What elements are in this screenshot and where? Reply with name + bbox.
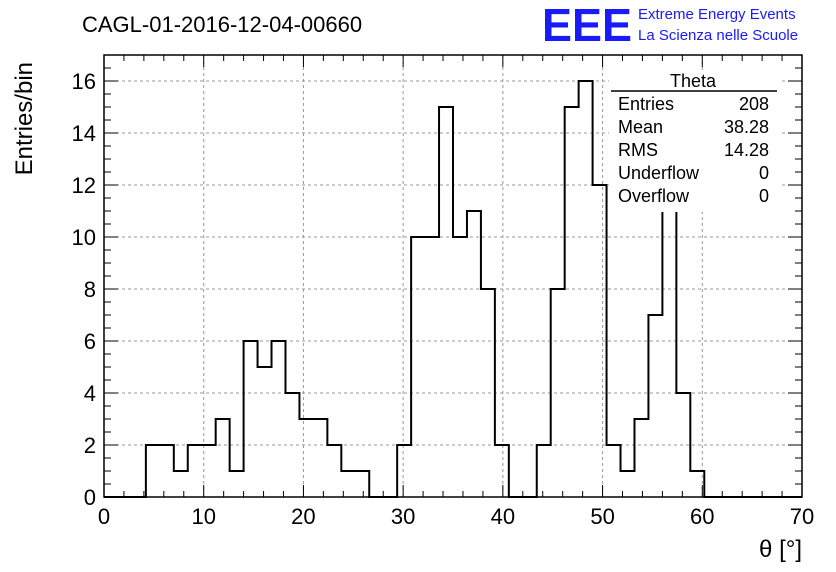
stats-row-label: Entries — [618, 94, 674, 114]
eee-logo: EEE Extreme Energy Events La Scienza nel… — [542, 0, 798, 51]
eee-logo-line1: Extreme Energy Events — [638, 6, 796, 23]
stats-row-label: Overflow — [618, 186, 690, 206]
x-tick-label: 10 — [191, 504, 215, 529]
x-tick-label: 0 — [98, 504, 110, 529]
axis-ticks — [103, 54, 803, 498]
y-tick-label: 10 — [72, 225, 96, 250]
y-tick-label: 14 — [72, 121, 96, 146]
stats-row-value: 14.28 — [724, 140, 769, 160]
stats-box-background — [609, 72, 779, 212]
stats-row-label: RMS — [618, 140, 658, 160]
x-tick-labels: 0 10 20 30 40 50 60 70 — [98, 504, 814, 529]
x-tick-label: 70 — [790, 504, 814, 529]
stats-row-label: Mean — [618, 117, 663, 137]
y-tick-label: 4 — [84, 381, 96, 406]
stats-title: Theta — [670, 71, 717, 91]
stats-row-label: Underflow — [618, 163, 700, 183]
x-tick-label: 60 — [690, 504, 714, 529]
x-tick-label: 40 — [491, 504, 515, 529]
y-tick-label: 2 — [84, 433, 96, 458]
stats-row-value: 208 — [739, 94, 769, 114]
stats-row-value: 0 — [759, 186, 769, 206]
eee-logo-mark: EEE — [542, 0, 632, 51]
x-tick-label: 50 — [590, 504, 614, 529]
stats-row-value: 38.28 — [724, 117, 769, 137]
y-tick-label: 16 — [72, 69, 96, 94]
y-tick-label: 0 — [84, 485, 96, 510]
stats-row-value: 0 — [759, 163, 769, 183]
histogram-outline — [104, 80, 802, 498]
x-axis-label: θ [°] — [759, 536, 802, 563]
eee-logo-line2: La Scienza nelle Scuole — [638, 27, 798, 44]
y-tick-label: 12 — [72, 173, 96, 198]
y-tick-label: 8 — [84, 277, 96, 302]
x-tick-label: 30 — [391, 504, 415, 529]
y-tick-labels: 0 2 4 6 8 10 12 14 16 — [72, 69, 96, 510]
stats-box: Theta Entries 208 Mean 38.28 RMS 14.28 Underfl… — [609, 71, 779, 212]
y-axis-label: Entries/bin — [11, 62, 38, 175]
chart-title: CAGL-01-2016-12-04-00660 — [82, 12, 362, 37]
x-tick-label: 20 — [291, 504, 315, 529]
y-tick-label: 6 — [84, 329, 96, 354]
stats-rows: Entries 208 Mean 38.28 RMS 14.28 Underflow 0 Ove… — [618, 94, 769, 206]
plot-frame — [103, 54, 803, 498]
